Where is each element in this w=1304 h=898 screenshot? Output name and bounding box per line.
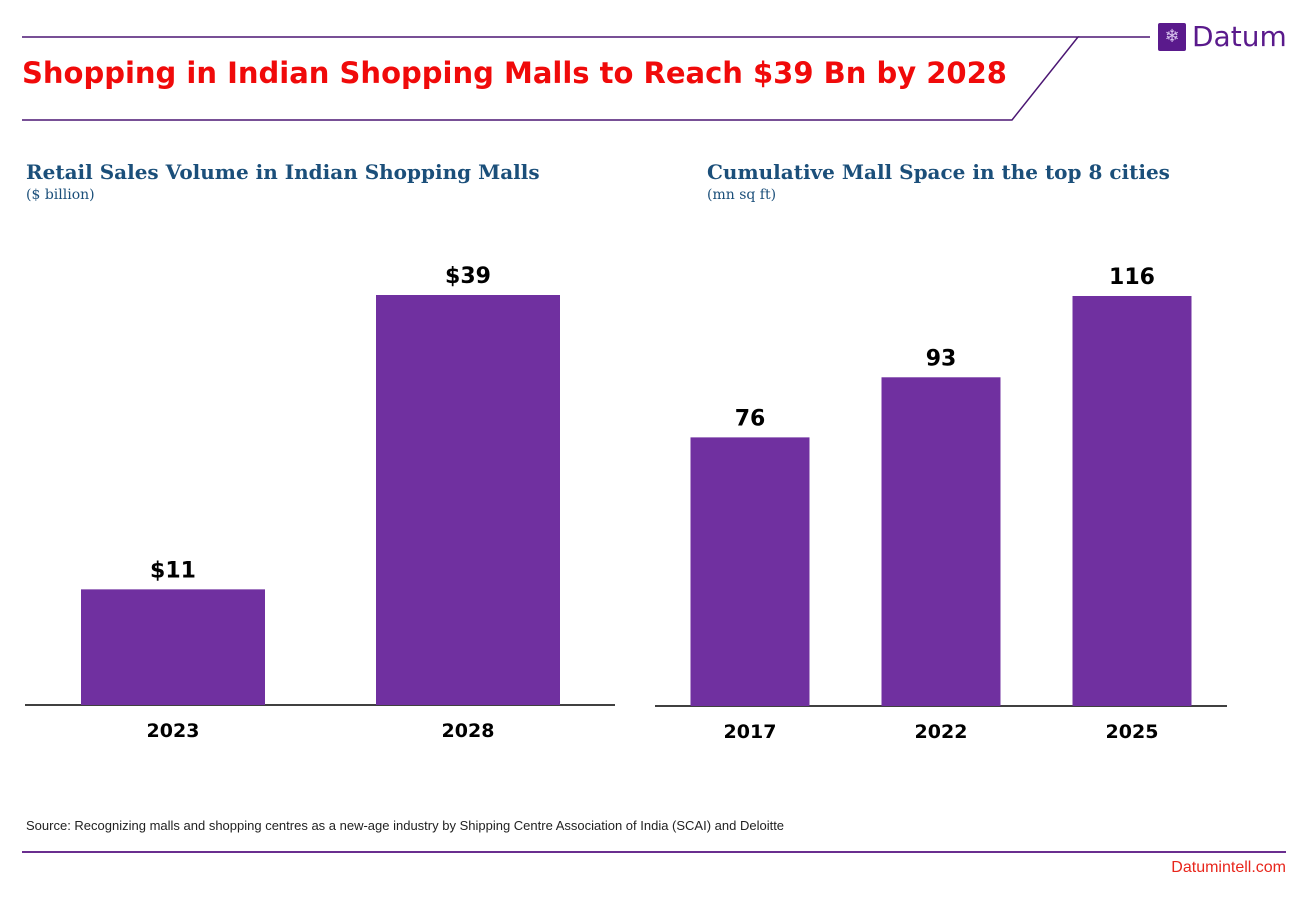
category-label-2023: 2023 bbox=[147, 720, 200, 742]
chart1-subtitle: ($ billion) bbox=[26, 187, 95, 203]
chart1-title: Retail Sales Volume in Indian Shopping M… bbox=[26, 160, 540, 184]
retail-sales-chart: $11 2023 $39 2028 bbox=[25, 264, 615, 742]
bar-2028 bbox=[376, 295, 560, 705]
bar-2017 bbox=[690, 437, 810, 706]
data-label-2025: 116 bbox=[1109, 265, 1155, 290]
bar-2023 bbox=[81, 589, 265, 705]
website-link[interactable]: Datumintell.com bbox=[1171, 859, 1286, 876]
logo-text: Datum bbox=[1192, 20, 1287, 53]
snowflake-network-icon: ❄ bbox=[1158, 23, 1186, 51]
category-label-2017: 2017 bbox=[724, 721, 777, 743]
category-label-2022: 2022 bbox=[915, 721, 968, 743]
mall-space-chart: 76 2017 93 2022 116 2025 bbox=[655, 265, 1227, 743]
page-title: Shopping in Indian Shopping Malls to Rea… bbox=[22, 56, 1007, 90]
data-label-2017: 76 bbox=[735, 406, 766, 431]
data-label-2028: $39 bbox=[445, 264, 491, 289]
chart2-subtitle: (mn sq ft) bbox=[707, 187, 777, 203]
chart2-title: Cumulative Mall Space in the top 8 citie… bbox=[707, 160, 1170, 184]
data-label-2023: $11 bbox=[150, 558, 196, 583]
bar-2025 bbox=[1072, 296, 1192, 706]
data-label-2022: 93 bbox=[926, 346, 957, 371]
category-label-2028: 2028 bbox=[442, 720, 495, 742]
datum-logo: ❄ Datum bbox=[1158, 22, 1287, 52]
bar-2022 bbox=[881, 377, 1001, 706]
category-label-2025: 2025 bbox=[1106, 721, 1159, 743]
source-note: Source: Recognizing malls and shopping c… bbox=[26, 818, 785, 833]
